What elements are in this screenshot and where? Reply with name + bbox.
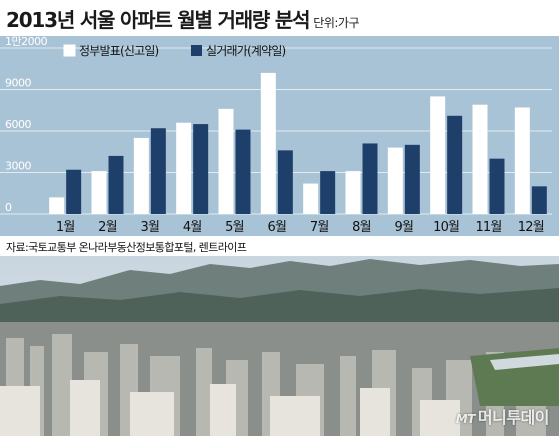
bar-contract (235, 129, 251, 214)
x-tick-label: 4월 (183, 220, 202, 235)
x-tick-label: 12월 (518, 220, 544, 235)
bar-contract (362, 143, 378, 214)
bar-contract (447, 115, 463, 214)
y-tick-label: 3000 (5, 160, 31, 173)
x-tick-label: 7월 (310, 220, 329, 235)
bar-declared (345, 171, 361, 214)
x-tick-label: 2월 (98, 220, 117, 235)
y-tick-label: 6000 (5, 118, 31, 131)
bar-contract (404, 144, 420, 214)
bar-declared (218, 108, 234, 214)
y-tick-label: 9000 (5, 77, 31, 90)
bar-contract (320, 171, 336, 214)
x-tick-label: 3월 (141, 220, 160, 235)
x-tick-label: 1월 (56, 220, 75, 235)
legend-label: 정부발표(신고일) (79, 44, 159, 58)
x-tick-label: 8월 (352, 220, 371, 235)
chart-title: 2013년 서울 아파트 월별 거래량 분석 (6, 8, 310, 32)
watermark-logo: MT (455, 412, 476, 426)
bar-contract (531, 186, 547, 214)
chart-title-row: 2013년 서울 아파트 월별 거래량 분석 단위:가구 (6, 6, 359, 34)
bar-declared (303, 183, 319, 214)
bar-contract (108, 155, 124, 214)
watermark-text: 머니투데이 (477, 408, 550, 427)
bar-contract (193, 124, 209, 214)
bar-declared (133, 137, 149, 214)
bar-contract (150, 128, 166, 214)
bar-declared (430, 96, 446, 214)
bar-declared (176, 122, 192, 214)
x-tick-label: 9월 (395, 220, 414, 235)
x-tick-label: 6월 (268, 220, 287, 235)
legend-swatch-contract (191, 45, 202, 56)
bar-declared (49, 197, 65, 214)
watermark: MT 머니투데이 (455, 404, 550, 428)
x-tick-label: 11월 (475, 220, 501, 235)
unit-label: 단위:가구 (313, 16, 359, 30)
y-tick-label: 1만2000 (5, 36, 48, 48)
legend-swatch-declared (63, 44, 76, 57)
city-skyline-photo (0, 256, 559, 436)
bar-declared (472, 104, 488, 214)
bar-contract (66, 169, 82, 214)
bar-declared (387, 147, 403, 214)
legend-label: 실거래가(계약일) (206, 43, 286, 58)
source-note: 자료:국토교통부 온나라부동산정보통합포털, 렌트라이프 (6, 241, 247, 254)
bar-declared (514, 107, 530, 214)
y-tick-label: 0 (5, 201, 12, 214)
bar-contract (489, 158, 505, 214)
bar-chart: 0 3000 6000 9000 1만2000 1월 2월 3월 4월 5월 6월 7월 8월 9월 10월… (0, 36, 559, 236)
bar-contract (277, 150, 293, 214)
x-tick-label: 5월 (225, 220, 244, 235)
x-tick-label: 10월 (433, 220, 459, 235)
bar-declared (260, 72, 276, 215)
bar-declared (91, 171, 107, 214)
